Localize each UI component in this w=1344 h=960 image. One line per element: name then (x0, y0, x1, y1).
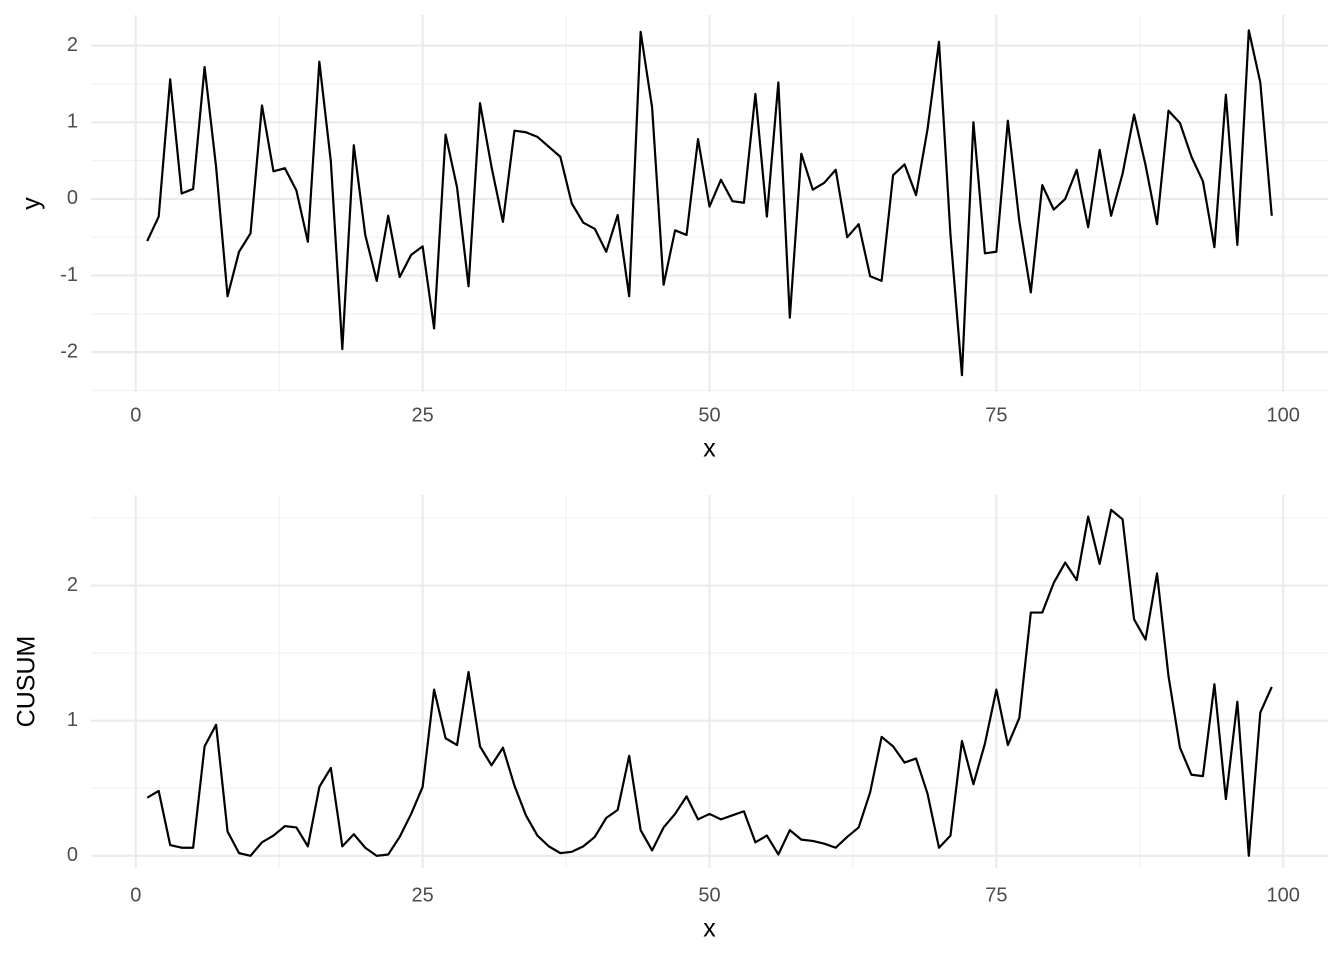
y-tick-label: -2 (60, 340, 78, 362)
data-line (146, 29, 1273, 377)
x-tick-label: 0 (130, 404, 141, 426)
x-tick-label: 0 (130, 884, 141, 906)
x-tick-label: 25 (412, 404, 434, 426)
x-axis-title: x (703, 435, 716, 463)
y-axis-title: y (18, 197, 46, 210)
x-tick-label: 100 (1267, 884, 1300, 906)
y-tick-label: 1 (67, 709, 78, 731)
x-tick-label: 25 (412, 884, 434, 906)
data-line (146, 508, 1273, 857)
x-tick-label: 100 (1267, 404, 1300, 426)
y-tick-label: -1 (60, 264, 78, 286)
y-tick-label: 0 (67, 844, 78, 866)
y-tick-label: 1 (67, 111, 78, 133)
y-tick-label: 2 (67, 34, 78, 56)
y-axis-title: CUSUM (13, 636, 41, 728)
x-tick-label: 75 (985, 884, 1007, 906)
x-axis-title: x (703, 915, 716, 943)
y-tick-label: 2 (67, 574, 78, 596)
y-tick-label: 0 (67, 187, 78, 209)
x-tick-label: 50 (698, 884, 720, 906)
x-tick-label: 50 (698, 404, 720, 426)
x-tick-label: 75 (985, 404, 1007, 426)
